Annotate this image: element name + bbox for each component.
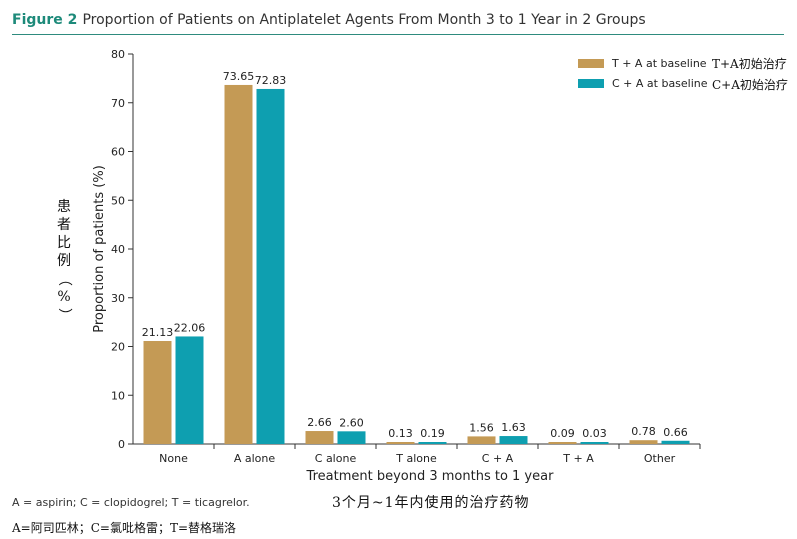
y-tick-label: 60 xyxy=(111,146,125,159)
y-tick-label: 0 xyxy=(118,438,125,451)
bars-group xyxy=(143,84,690,445)
data-label-series-1: 0.78 xyxy=(631,425,656,438)
x-axis: None A alone C alone T alone C + A T + A Other xyxy=(133,443,701,465)
y-label-cn-char: 患 xyxy=(57,199,71,215)
footnote-cn: A=阿司匹林；C=氯吡格雷；T=替格瑞洛 xyxy=(12,521,237,535)
bar-series-1 xyxy=(224,84,253,445)
legend: T + A at baseline C + A at baseline T+A初… xyxy=(578,57,788,92)
bar-series-2 xyxy=(175,336,204,444)
figure-header: Figure 2 Proportion of Patients on Antip… xyxy=(12,6,784,35)
legend-swatch-series-1 xyxy=(578,59,604,68)
footnote: A = aspirin; C = clopidogrel; T = ticagr… xyxy=(12,496,250,509)
data-labels-group: 21.13 22.06 73.65 72.83 2.66 2.60 0.13 0.19 1.56… xyxy=(142,70,688,440)
bar-series-2 xyxy=(256,88,285,445)
data-label-series-2: 1.63 xyxy=(501,421,526,434)
x-tick-label: T + A xyxy=(562,452,594,465)
y-tick-label: 70 xyxy=(111,97,125,110)
bar-series-1 xyxy=(305,431,334,444)
bar-series-1 xyxy=(386,442,415,444)
x-tick-label: A alone xyxy=(234,452,276,465)
data-label-series-1: 2.66 xyxy=(307,416,332,429)
y-label-cn-paren-open: （ xyxy=(56,272,72,286)
x-tick-label: C + A xyxy=(482,452,514,465)
data-label-series-2: 0.19 xyxy=(420,427,445,440)
x-axis-label-cn: 3个月~1年内使用的治疗药物 xyxy=(332,495,530,511)
legend-label-series-2: C + A at baseline xyxy=(612,77,708,90)
data-label-series-2: 2.60 xyxy=(339,416,364,429)
legend-label-cn-2: C+A初始治疗 xyxy=(712,78,788,92)
data-label-series-1: 1.56 xyxy=(469,421,494,434)
y-tick-label: 20 xyxy=(111,341,125,354)
figure-title-line: Figure 2 Proportion of Patients on Antip… xyxy=(12,9,646,28)
x-tick-label: T alone xyxy=(395,452,437,465)
y-tick-label: 10 xyxy=(111,389,125,402)
x-tick-label: Other xyxy=(644,452,676,465)
data-label-series-1: 73.65 xyxy=(223,70,255,83)
bar-series-2 xyxy=(661,440,690,444)
x-tick-label: None xyxy=(159,452,188,465)
figure-label: Figure 2 xyxy=(12,12,78,28)
bar-series-2 xyxy=(337,431,366,444)
legend-label-series-1: T + A at baseline xyxy=(611,57,707,70)
data-label-series-1: 21.13 xyxy=(142,326,174,339)
y-tick-label: 30 xyxy=(111,292,125,305)
y-label-cn-char: （ xyxy=(54,270,74,288)
y-label-cn-char: 例 xyxy=(57,253,71,269)
data-label-series-1: 0.09 xyxy=(550,427,575,440)
x-axis-label: Treatment beyond 3 months to 1 year xyxy=(306,469,555,484)
data-label-series-1: 0.13 xyxy=(388,427,413,440)
y-axis-label: Proportion of patients (%) xyxy=(92,165,107,333)
y-axis-label-cn: 患 者 比 例 （ % ） xyxy=(54,198,74,324)
y-label-cn-char: ） xyxy=(54,306,74,324)
bar-series-1 xyxy=(143,340,172,444)
data-label-series-2: 72.83 xyxy=(255,74,287,87)
y-label-cn-char: 者 xyxy=(57,217,71,233)
data-label-series-2: 0.66 xyxy=(663,426,688,439)
bar-series-1 xyxy=(467,436,496,444)
y-tick-label: 40 xyxy=(111,243,125,256)
figure-title: Proportion of Patients on Antiplatelet A… xyxy=(82,12,646,28)
x-tick-label: C alone xyxy=(315,452,357,465)
y-label-cn-char: % xyxy=(57,289,71,305)
bar-series-1 xyxy=(629,440,658,444)
y-label-cn-paren-close: ） xyxy=(56,308,72,322)
data-label-series-2: 0.03 xyxy=(582,427,607,440)
y-label-cn-char: 比 xyxy=(57,235,71,251)
bar-series-1 xyxy=(548,442,577,444)
data-label-series-2: 22.06 xyxy=(174,321,206,334)
legend-label-cn-1: T+A初始治疗 xyxy=(712,57,787,71)
y-tick-label: 50 xyxy=(111,194,125,207)
y-axis: 0 10 20 30 40 50 60 70 80 xyxy=(111,48,134,451)
bar-series-2 xyxy=(499,436,528,444)
bar-series-2 xyxy=(418,442,447,444)
legend-swatch-series-2 xyxy=(578,79,604,88)
y-tick-label: 80 xyxy=(111,48,125,61)
bar-series-2 xyxy=(580,442,609,444)
